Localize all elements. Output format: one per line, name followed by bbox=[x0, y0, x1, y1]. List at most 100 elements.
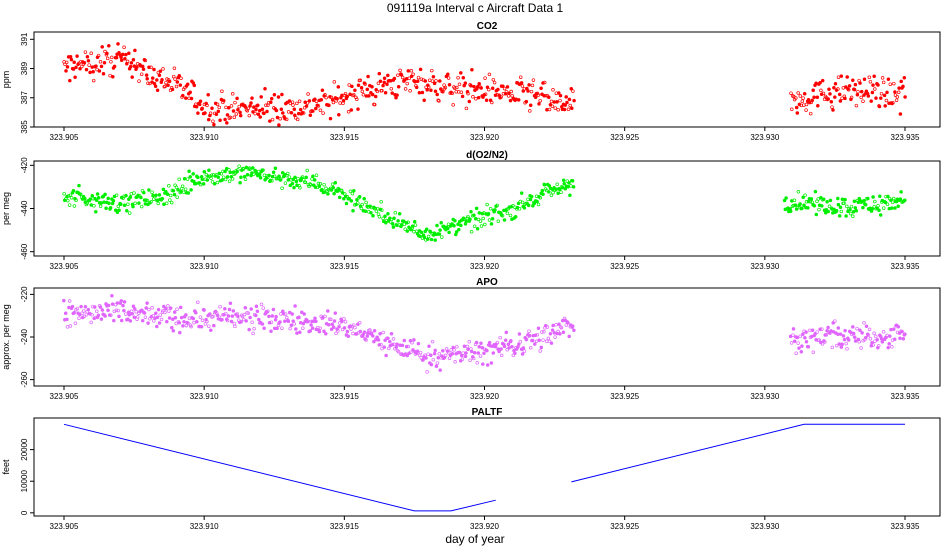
data-point bbox=[72, 60, 76, 65]
data-point bbox=[352, 189, 356, 193]
data-point bbox=[221, 175, 226, 179]
data-point bbox=[147, 188, 151, 192]
data-point bbox=[406, 69, 411, 73]
data-point bbox=[899, 190, 903, 194]
data-point bbox=[280, 326, 284, 330]
data-point bbox=[522, 349, 527, 353]
data-point bbox=[175, 80, 180, 84]
data-point bbox=[184, 96, 188, 100]
data-point bbox=[150, 190, 154, 194]
data-point bbox=[82, 314, 87, 319]
data-point bbox=[845, 204, 849, 209]
data-point bbox=[109, 313, 113, 317]
data-point bbox=[256, 103, 260, 107]
data-point bbox=[447, 230, 451, 235]
data-point bbox=[198, 315, 203, 319]
data-point bbox=[354, 95, 358, 100]
data-point bbox=[820, 342, 825, 346]
y-axis-label: feet bbox=[1, 459, 11, 475]
data-point bbox=[796, 190, 801, 194]
data-point bbox=[124, 193, 128, 198]
data-point bbox=[872, 331, 876, 336]
data-point bbox=[879, 337, 884, 341]
data-point bbox=[446, 72, 450, 77]
data-point bbox=[164, 307, 168, 311]
data-point bbox=[878, 213, 883, 217]
data-point bbox=[572, 98, 576, 103]
panel-title: APO bbox=[476, 277, 498, 288]
data-point bbox=[391, 225, 396, 229]
data-point bbox=[321, 111, 325, 115]
data-point bbox=[289, 323, 294, 327]
data-point bbox=[420, 90, 425, 95]
x-tick-label: 323.915 bbox=[330, 133, 359, 142]
data-point bbox=[490, 86, 495, 90]
data-point bbox=[890, 200, 895, 204]
series-line bbox=[63, 423, 496, 512]
data-point bbox=[152, 319, 156, 323]
data-point bbox=[108, 205, 113, 210]
data-point bbox=[310, 326, 315, 330]
data-point bbox=[350, 84, 354, 89]
data-point bbox=[67, 203, 72, 207]
data-point bbox=[542, 330, 546, 334]
data-point bbox=[169, 200, 174, 205]
data-point bbox=[842, 201, 846, 206]
data-point bbox=[298, 330, 302, 335]
data-point bbox=[241, 167, 246, 171]
data-point bbox=[396, 84, 401, 89]
data-point bbox=[351, 208, 355, 213]
data-point bbox=[487, 87, 491, 92]
data-point bbox=[372, 102, 377, 107]
data-point bbox=[297, 184, 301, 188]
x-tick-label: 323.915 bbox=[330, 392, 359, 401]
data-point bbox=[126, 202, 130, 207]
data-point bbox=[389, 331, 394, 336]
data-point bbox=[87, 63, 91, 67]
data-point bbox=[294, 327, 298, 331]
x-tick-label: 323.920 bbox=[470, 262, 499, 271]
data-point bbox=[858, 328, 862, 333]
data-point bbox=[422, 98, 426, 103]
data-point bbox=[403, 87, 408, 91]
data-point bbox=[527, 83, 531, 87]
data-point bbox=[122, 203, 127, 208]
data-point bbox=[269, 329, 273, 333]
data-point bbox=[290, 312, 294, 316]
data-point bbox=[161, 308, 165, 313]
data-point bbox=[189, 96, 194, 101]
data-point bbox=[382, 76, 387, 81]
data-point bbox=[513, 351, 517, 355]
data-point bbox=[849, 95, 854, 100]
data-point bbox=[69, 57, 74, 62]
data-point bbox=[473, 216, 478, 221]
data-point bbox=[171, 189, 176, 193]
data-point bbox=[342, 196, 346, 201]
data-point bbox=[309, 323, 313, 327]
data-point bbox=[313, 316, 317, 321]
data-point bbox=[186, 191, 191, 195]
data-point bbox=[838, 332, 843, 336]
data-point bbox=[554, 323, 558, 327]
data-point bbox=[431, 75, 436, 79]
data-point bbox=[342, 326, 347, 330]
data-point bbox=[836, 75, 841, 79]
data-point bbox=[79, 304, 83, 309]
y-tick-label: -440 bbox=[20, 200, 29, 217]
x-tick-label: 323.920 bbox=[470, 392, 499, 401]
data-point bbox=[283, 181, 288, 185]
data-point bbox=[548, 331, 553, 336]
data-point bbox=[460, 94, 465, 99]
data-point bbox=[177, 177, 181, 182]
data-point bbox=[466, 91, 470, 96]
data-point bbox=[571, 89, 575, 93]
data-point bbox=[379, 199, 383, 204]
data-point bbox=[132, 315, 137, 319]
data-point bbox=[295, 331, 299, 335]
data-point bbox=[453, 86, 457, 90]
data-point bbox=[898, 336, 902, 341]
data-point bbox=[280, 170, 285, 175]
x-tick-label: 323.925 bbox=[610, 522, 639, 531]
data-point bbox=[153, 84, 158, 89]
data-point bbox=[314, 99, 319, 103]
